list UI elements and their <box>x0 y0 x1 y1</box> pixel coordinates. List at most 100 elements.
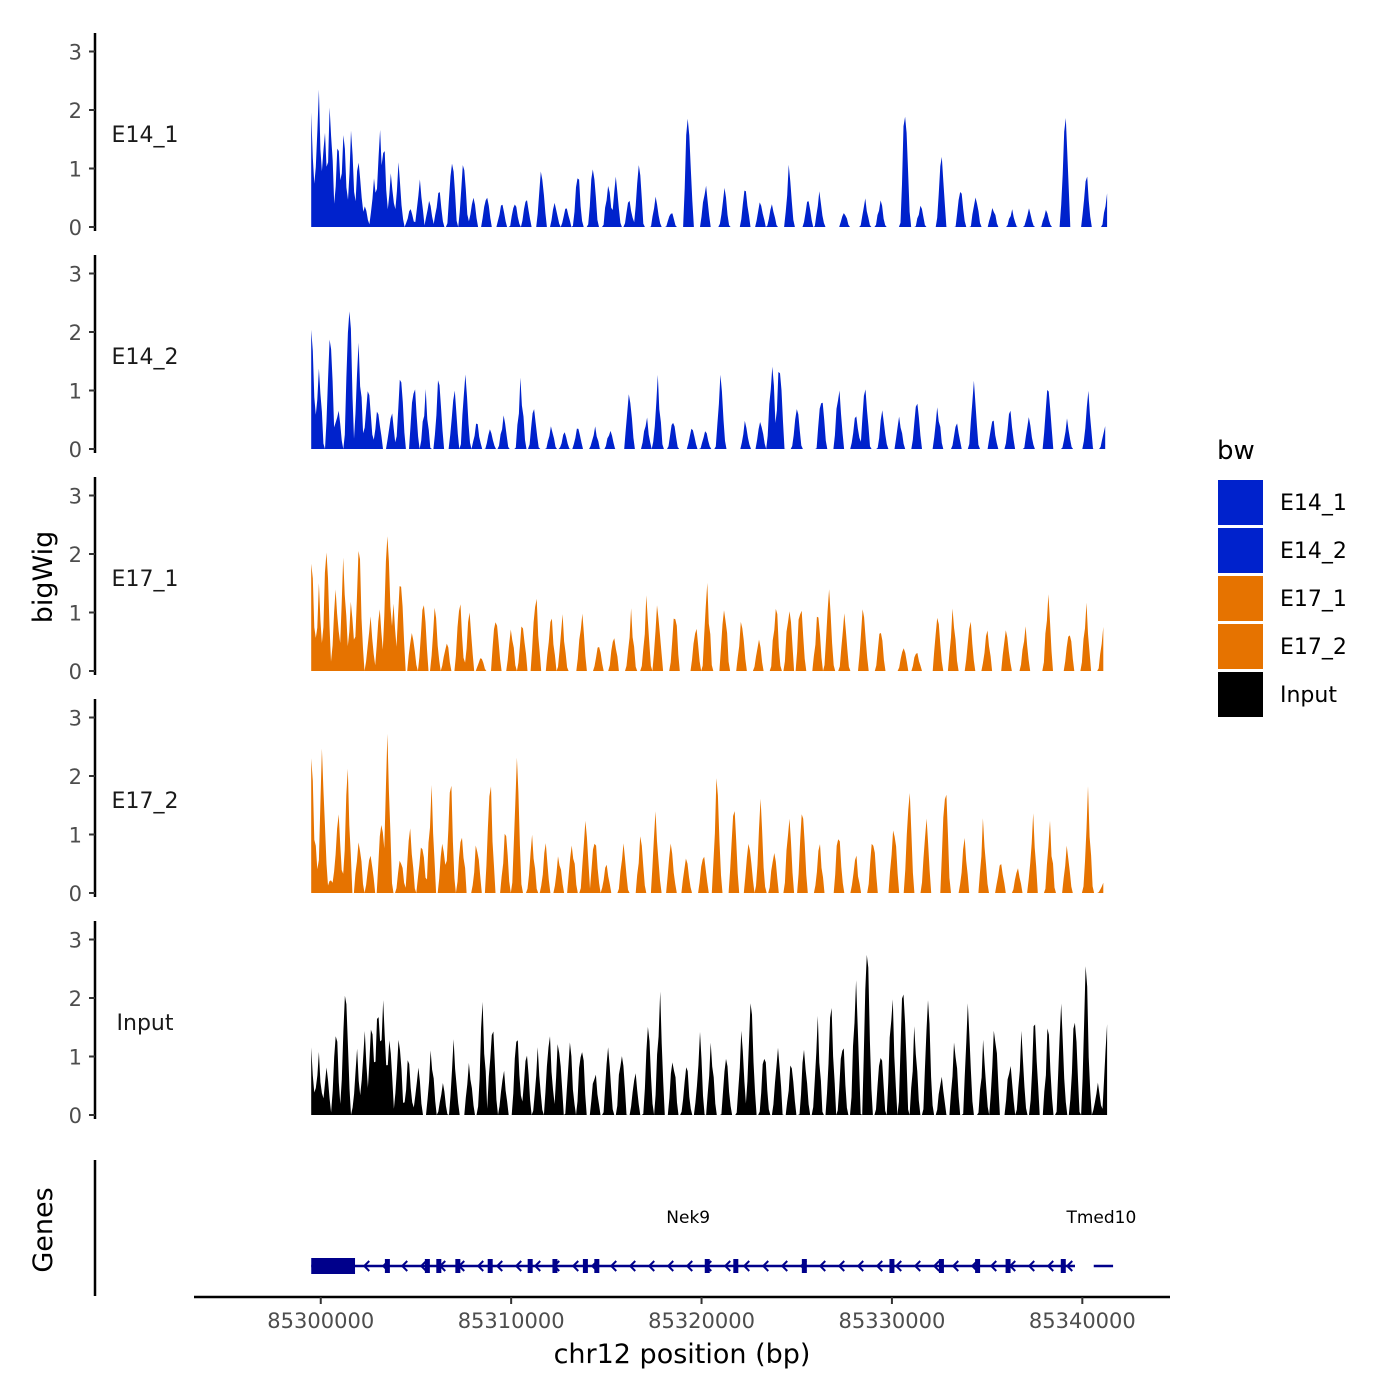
x-tick-label: 85330000 <box>838 1309 945 1333</box>
strand-arrow <box>761 1260 769 1272</box>
gene-label: Nek9 <box>666 1208 710 1228</box>
y-tick-label: 2 <box>69 765 82 789</box>
strand-arrow <box>1046 1260 1054 1272</box>
strand-arrow <box>609 1260 617 1272</box>
legend-swatch <box>1218 528 1263 573</box>
strand-arrow <box>913 1260 921 1272</box>
exon <box>436 1259 442 1273</box>
strand-arrow <box>419 1260 427 1272</box>
strand-arrow <box>951 1260 959 1272</box>
track-input: 0 1 2 3 Input <box>69 921 1108 1128</box>
strand-arrow <box>400 1260 408 1272</box>
exon <box>527 1259 533 1273</box>
strand-arrow <box>723 1260 731 1272</box>
legend-swatch <box>1218 672 1263 717</box>
strand-arrow <box>571 1260 579 1272</box>
x-axis: 85300000 85310000 85320000 85330000 85340000… <box>194 1295 1170 1370</box>
signal-area <box>311 733 1104 893</box>
exon <box>975 1259 981 1273</box>
legend: bw E14_1 E14_2 E17_1 E17_2 Input <box>1217 436 1347 717</box>
exon <box>704 1259 710 1273</box>
strand-arrow <box>989 1260 997 1272</box>
strand-arrow <box>818 1260 826 1272</box>
exon <box>552 1259 558 1273</box>
y-tick-label: 1 <box>69 1046 82 1070</box>
gene-nek9: Nek9 <box>311 1208 1075 1274</box>
legend-swatch <box>1218 624 1263 669</box>
y-tick-label: 1 <box>69 824 82 848</box>
legend-item-e14-1: E14_1 <box>1218 480 1347 525</box>
bigwig-tracks: 0 1 2 3 E14_1 0 1 2 3 E14_2 0 1 2 3 E17_1 0 1 2 3 E17_2 0 1 2 3… <box>69 33 1108 1128</box>
strand-arrow <box>742 1260 750 1272</box>
exon <box>938 1259 944 1273</box>
track-e14-2: 0 1 2 3 E14_2 <box>69 255 1106 462</box>
y-tick-label: 0 <box>69 660 82 684</box>
exon <box>1005 1259 1011 1273</box>
legend-label: E14_2 <box>1280 539 1347 564</box>
strand-arrow <box>856 1260 864 1272</box>
signal-area <box>311 536 1104 671</box>
strand-arrow <box>628 1260 636 1272</box>
strand-arrow <box>362 1260 370 1272</box>
strand-arrow <box>666 1260 674 1272</box>
legend-label: E14_1 <box>1280 491 1347 516</box>
y-tick-label: 1 <box>69 602 82 626</box>
strand-arrow <box>495 1260 503 1272</box>
strand-arrow <box>647 1260 655 1272</box>
strand-arrow <box>932 1260 940 1272</box>
legend-title: bw <box>1217 436 1255 466</box>
track-e17-1: 0 1 2 3 E17_1 <box>69 477 1104 684</box>
exon <box>582 1259 588 1273</box>
y-tick-label: 3 <box>69 707 82 731</box>
gene-label: Tmed10 <box>1065 1208 1136 1228</box>
exon <box>424 1259 430 1273</box>
track-e17-2: 0 1 2 3 E17_2 <box>69 699 1104 906</box>
signal-area <box>311 954 1108 1115</box>
exon <box>487 1259 493 1273</box>
y-tick-label: 2 <box>69 987 82 1011</box>
strand-arrow <box>514 1260 522 1272</box>
legend-swatch <box>1218 576 1263 621</box>
strand-arrow <box>533 1260 541 1272</box>
y-tick-label: 0 <box>69 882 82 906</box>
gene-panel: Nek9 Tmed10 <box>93 1160 1136 1296</box>
signal-area <box>311 311 1106 449</box>
exon <box>733 1259 739 1273</box>
gene-panel-title: Genes <box>28 1187 59 1272</box>
y-tick-label: 3 <box>69 263 82 287</box>
exon <box>384 1259 390 1273</box>
x-axis-title: chr12 position (bp) <box>554 1339 811 1370</box>
y-tick-label: 3 <box>69 41 82 65</box>
y-axis-title: bigWig <box>28 531 59 624</box>
strand-arrow <box>837 1260 845 1272</box>
exon <box>801 1259 807 1273</box>
y-tick-label: 0 <box>69 216 82 240</box>
legend-item-input: Input <box>1218 672 1337 717</box>
y-tick-label: 3 <box>69 929 82 953</box>
exon <box>455 1259 461 1273</box>
strand-arrow <box>1027 1260 1035 1272</box>
track-label: E17_2 <box>112 789 179 814</box>
legend-label: E17_2 <box>1280 635 1347 660</box>
track-label: E14_2 <box>112 345 179 370</box>
gene-tmed10: Tmed10 <box>1065 1208 1136 1268</box>
y-tick-label: 0 <box>69 1104 82 1128</box>
strand-arrow <box>780 1260 788 1272</box>
x-tick-label: 85300000 <box>267 1309 374 1333</box>
exon <box>889 1259 895 1273</box>
y-tick-label: 3 <box>69 485 82 509</box>
track-label: Input <box>117 1011 174 1036</box>
track-label: E14_1 <box>112 123 179 148</box>
y-tick-label: 1 <box>69 158 82 182</box>
strand-arrow <box>875 1260 883 1272</box>
gene-utr-block <box>311 1258 356 1274</box>
y-tick-label: 2 <box>69 321 82 345</box>
legend-item-e17-2: E17_2 <box>1218 624 1347 669</box>
strand-arrow <box>1065 1260 1073 1272</box>
legend-item-e17-1: E17_1 <box>1218 576 1347 621</box>
y-tick-label: 2 <box>69 543 82 567</box>
legend-label: Input <box>1280 683 1337 708</box>
exon <box>594 1259 600 1273</box>
exon <box>1060 1259 1066 1273</box>
